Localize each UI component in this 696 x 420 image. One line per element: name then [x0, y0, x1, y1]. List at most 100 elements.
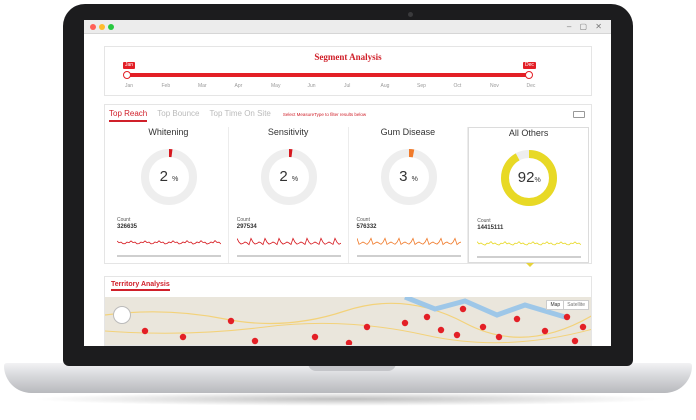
month-label: Dec: [526, 83, 536, 89]
maximize-window-button[interactable]: [108, 24, 114, 30]
map-marker[interactable]: [579, 323, 587, 331]
map-marker[interactable]: [179, 333, 187, 341]
close-window-button[interactable]: [90, 24, 96, 30]
sparkline: [477, 241, 582, 246]
donut-arc: [380, 149, 437, 205]
selected-column-caret: [526, 263, 534, 267]
count-label: Count: [117, 217, 131, 223]
percent-number: 2: [159, 168, 168, 185]
percent-value: 2 %: [259, 147, 319, 207]
percent-value: 2 %: [139, 147, 199, 207]
donut-chart: [141, 149, 197, 205]
percent-value: 92%: [499, 148, 559, 208]
percent-number: 92: [517, 169, 535, 186]
month-label: Feb: [161, 83, 171, 89]
map-type-satellite[interactable]: Satellite: [563, 301, 588, 309]
month-label: Aug: [380, 83, 390, 89]
count-label: Count: [477, 218, 491, 224]
minimize-window-button[interactable]: [99, 24, 105, 30]
range-end-handle[interactable]: [525, 71, 533, 79]
count-value: 326635: [117, 224, 138, 230]
metric-sensitivity[interactable]: Sensitivity 2 % Count 297534: [229, 127, 349, 263]
sparkline: [356, 237, 461, 246]
count-label: Count: [236, 217, 251, 223]
count-value: 14415111: [477, 225, 504, 231]
map-marker[interactable]: [141, 327, 149, 335]
month-label: May: [271, 83, 281, 89]
map-marker[interactable]: [453, 331, 461, 339]
start-month-flag: Jan: [123, 62, 136, 69]
territory-map[interactable]: Map Satellite: [105, 294, 591, 346]
percent-number: 3: [399, 168, 408, 185]
map-type-toggle[interactable]: Map Satellite: [546, 300, 589, 310]
donut-arc: [260, 149, 317, 205]
sparkline-baseline: [356, 255, 461, 257]
map-marker[interactable]: [227, 317, 235, 325]
sparkline-series: [356, 237, 461, 246]
metric-panel: Top Reach Top Bounce Top Time On Site Se…: [104, 104, 592, 264]
laptop-base: [4, 363, 692, 393]
map-road: [105, 302, 591, 338]
tab-hint: Select MeasureType to filter results bel…: [282, 112, 367, 117]
map-canvas: [105, 294, 591, 346]
map-marker[interactable]: [437, 326, 445, 334]
sparkline-baseline: [117, 255, 221, 257]
window-controls[interactable]: – ▢ ✕: [566, 22, 605, 31]
map-marker[interactable]: [541, 327, 549, 335]
sparkline-baseline: [236, 255, 341, 257]
map-marker[interactable]: [345, 339, 353, 346]
laptop-notch: [308, 363, 396, 371]
metric-whitening[interactable]: Whitening 2 % Count 326635: [109, 127, 229, 263]
map-markers: [141, 305, 587, 346]
metric-title: Gum Disease: [380, 127, 436, 137]
month-label: Apr: [234, 83, 243, 89]
sparkline: [236, 237, 341, 246]
tab-top-bounce[interactable]: Top Bounce: [157, 109, 200, 118]
map-marker[interactable]: [571, 337, 579, 345]
map-water: [404, 294, 566, 320]
map-marker[interactable]: [563, 313, 571, 321]
segment-title: Segment Analysis: [314, 52, 382, 62]
map-marker[interactable]: [459, 305, 467, 313]
percent-unit: %: [291, 176, 299, 183]
sparkline: [117, 240, 221, 245]
tab-top-time-on-site[interactable]: Top Time On Site: [209, 109, 271, 118]
percent-unit: %: [534, 177, 541, 184]
sparkline-baseline: [477, 256, 582, 258]
sparkline-series: [236, 237, 341, 246]
donut-chart: [501, 150, 558, 206]
map-marker[interactable]: [363, 323, 371, 331]
map-pan-control[interactable]: [113, 306, 131, 324]
tab-top-reach[interactable]: Top Reach: [109, 109, 148, 122]
map-marker[interactable]: [423, 313, 431, 321]
map-marker[interactable]: [513, 315, 521, 323]
donut-arc: [141, 149, 197, 205]
month-label: Nov: [490, 83, 499, 89]
month-label: Sep: [417, 83, 426, 89]
keyboard-icon[interactable]: [573, 111, 585, 118]
territory-title: Territory Analysis: [111, 281, 170, 291]
percent-number: 2: [279, 168, 288, 185]
map-type-map[interactable]: Map: [550, 302, 561, 308]
sparkline-series: [477, 241, 582, 246]
percent-unit: %: [411, 176, 418, 183]
metric-title: Sensitivity: [267, 127, 309, 137]
metric-gum-disease[interactable]: Gum Disease 3 % Count 576332: [349, 127, 469, 263]
territory-panel: Territory Analysis Map Satellite: [104, 276, 592, 346]
map-marker[interactable]: [479, 323, 487, 331]
map-marker[interactable]: [401, 319, 409, 327]
map-marker[interactable]: [251, 337, 259, 345]
month-label: Jul: [344, 83, 351, 89]
month-label: Mar: [198, 83, 207, 89]
segment-range-track[interactable]: [127, 73, 529, 77]
sparkline-series: [117, 240, 221, 245]
browser-chrome: – ▢ ✕: [84, 20, 611, 34]
map-marker[interactable]: [311, 333, 319, 341]
map-marker[interactable]: [495, 333, 503, 341]
percent-value: 3 %: [379, 147, 439, 207]
segment-panel: Segment Analysis Jan Dec Jan Feb Mar Apr May…: [104, 46, 592, 96]
end-month-flag: Dec: [523, 62, 536, 69]
measure-tabs: Top Reach Top Bounce Top Time On Site Se…: [109, 109, 366, 123]
range-start-handle[interactable]: [123, 71, 131, 79]
metric-all-others[interactable]: All Others 92% Count 14415111: [468, 127, 589, 263]
